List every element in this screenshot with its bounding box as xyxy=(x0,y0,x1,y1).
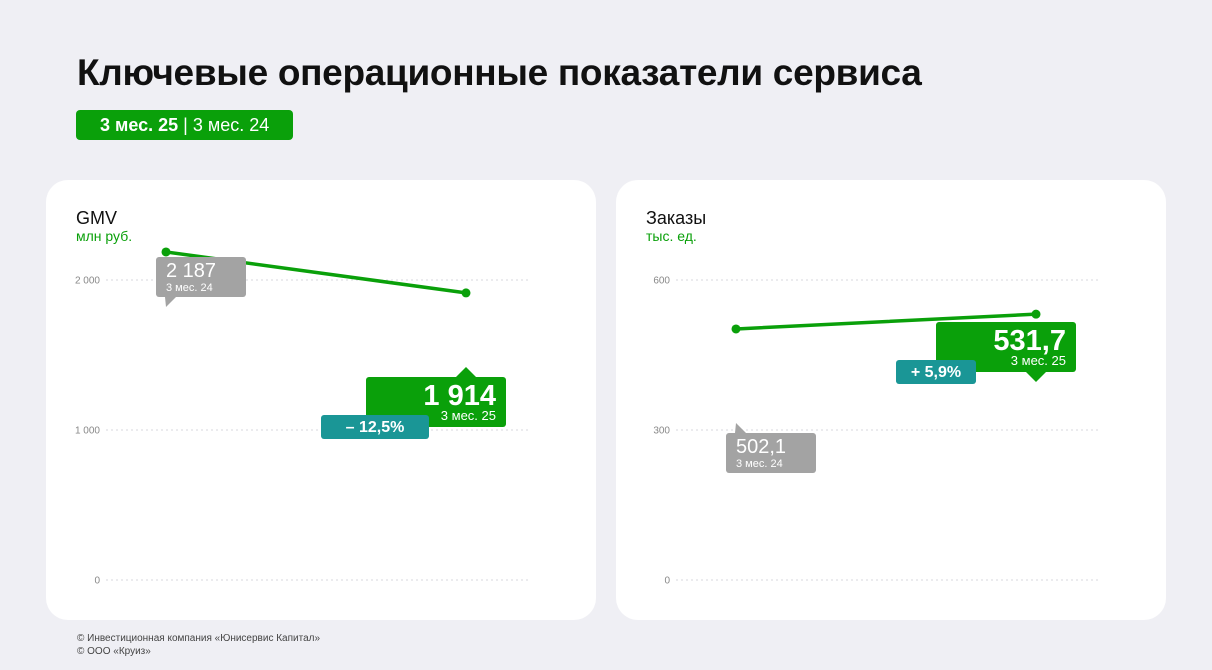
y-tick-label: 2 000 xyxy=(75,276,100,287)
period-current: 3 мес. 25 xyxy=(100,115,179,135)
previous-period-label: 3 мес. 24 xyxy=(736,458,783,470)
data-point xyxy=(161,247,171,257)
change-badge xyxy=(896,360,976,384)
period-previous: 3 мес. 24 xyxy=(192,115,270,135)
current-value-label: 1 914 xyxy=(423,380,496,412)
orders-title: Заказы xyxy=(646,208,707,228)
change-badge xyxy=(321,415,429,439)
period-separator: | xyxy=(178,115,193,135)
data-point xyxy=(1031,309,1041,319)
previous-value-box xyxy=(156,257,246,297)
current-value-box xyxy=(936,322,1076,372)
page-title: Ключевые операционные показатели сервиса xyxy=(77,52,922,93)
callout-pointer xyxy=(456,367,476,377)
footer-line-1: © Инвестиционная компания «Юнисервис Кап… xyxy=(77,633,321,644)
current-value-box xyxy=(366,377,506,427)
current-period-label: 3 мес. 25 xyxy=(441,408,496,423)
y-tick-label: 1 000 xyxy=(75,426,100,437)
change-label: + 5,9% xyxy=(911,364,961,381)
callout-pointer xyxy=(1026,372,1046,382)
gmv-title: GMV xyxy=(76,208,118,228)
series-line xyxy=(734,312,1038,331)
y-tick-label: 300 xyxy=(653,426,670,437)
previous-value-label: 502,1 xyxy=(736,436,786,458)
change-label: – 12,5% xyxy=(346,419,405,436)
callout-pointer xyxy=(165,297,176,307)
y-tick-label: 600 xyxy=(653,276,670,287)
previous-period-label: 3 мес. 24 xyxy=(166,282,213,294)
current-period-label: 3 мес. 25 xyxy=(1011,353,1066,368)
current-value-label: 531,7 xyxy=(993,325,1066,357)
orders-unit: тыс. ед. xyxy=(646,228,697,244)
previous-value-label: 2 187 xyxy=(166,260,216,282)
orders-chart: 0 300 600 502,13 мес. 24 531,73 мес. 25 + 5,9… xyxy=(653,276,1098,587)
data-point xyxy=(461,288,471,298)
y-tick-label: 0 xyxy=(664,576,670,587)
gmv-card: GMV млн руб. 0 1 000 2 000 2 187 3 мес. 24 1 … xyxy=(46,180,596,620)
orders-card: Заказы тыс. ед. 0 300 600 502,1 3 мес. 24 531… xyxy=(616,180,1166,620)
footer-line-2: © ООО «Круиз» xyxy=(77,646,151,657)
callout-pointer xyxy=(735,423,746,433)
gmv-unit: млн руб. xyxy=(76,228,133,244)
period-badge: 3 мес. 25 | 3 мес. 24 xyxy=(76,110,294,140)
y-tick-label: 0 xyxy=(94,576,100,587)
data-point xyxy=(731,324,741,334)
previous-value-box xyxy=(726,433,816,473)
